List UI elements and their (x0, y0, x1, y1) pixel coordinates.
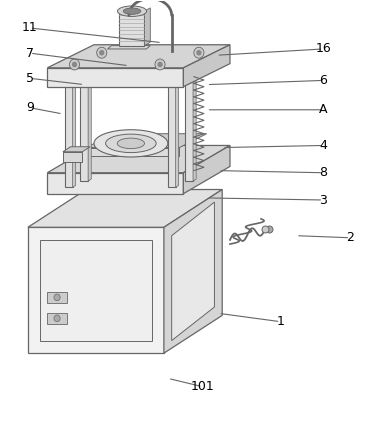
Polygon shape (168, 85, 176, 187)
Ellipse shape (106, 134, 156, 152)
Polygon shape (119, 11, 144, 45)
Ellipse shape (94, 130, 168, 157)
Circle shape (73, 62, 76, 67)
Circle shape (158, 62, 162, 67)
Text: 16: 16 (316, 43, 331, 56)
Text: 4: 4 (319, 139, 327, 152)
Polygon shape (47, 173, 183, 194)
Polygon shape (108, 45, 150, 49)
Polygon shape (86, 134, 207, 147)
Polygon shape (176, 83, 179, 187)
Ellipse shape (117, 138, 144, 149)
Polygon shape (65, 85, 73, 187)
Text: 11: 11 (22, 21, 38, 35)
Polygon shape (47, 292, 67, 303)
Polygon shape (28, 227, 164, 353)
Text: 3: 3 (319, 194, 327, 207)
Polygon shape (73, 83, 76, 187)
Text: A: A (319, 103, 328, 116)
Text: 6: 6 (319, 74, 327, 87)
Circle shape (97, 47, 107, 58)
Polygon shape (164, 189, 222, 353)
Text: 5: 5 (26, 72, 34, 85)
Polygon shape (28, 189, 222, 227)
Text: 7: 7 (26, 47, 34, 60)
Circle shape (54, 294, 60, 301)
Polygon shape (185, 76, 193, 181)
Circle shape (54, 315, 60, 322)
Polygon shape (88, 76, 91, 181)
Circle shape (69, 59, 80, 70)
Polygon shape (80, 78, 88, 181)
Polygon shape (47, 45, 230, 68)
Text: 2: 2 (346, 231, 355, 244)
Polygon shape (183, 146, 230, 194)
Circle shape (100, 51, 104, 55)
Polygon shape (144, 8, 150, 45)
Text: 101: 101 (191, 380, 215, 393)
Text: 9: 9 (26, 101, 34, 114)
Polygon shape (193, 74, 196, 181)
Polygon shape (63, 152, 82, 162)
Polygon shape (47, 146, 230, 173)
Circle shape (155, 59, 165, 70)
Polygon shape (47, 313, 67, 324)
Polygon shape (172, 202, 214, 341)
Polygon shape (39, 240, 152, 341)
Ellipse shape (117, 6, 147, 16)
Polygon shape (63, 147, 90, 152)
Text: 1: 1 (277, 315, 284, 328)
Ellipse shape (123, 8, 141, 14)
Polygon shape (47, 68, 183, 87)
Text: 8: 8 (319, 166, 327, 179)
Circle shape (197, 51, 201, 55)
Polygon shape (183, 45, 230, 87)
Polygon shape (86, 147, 179, 156)
Circle shape (194, 47, 204, 58)
